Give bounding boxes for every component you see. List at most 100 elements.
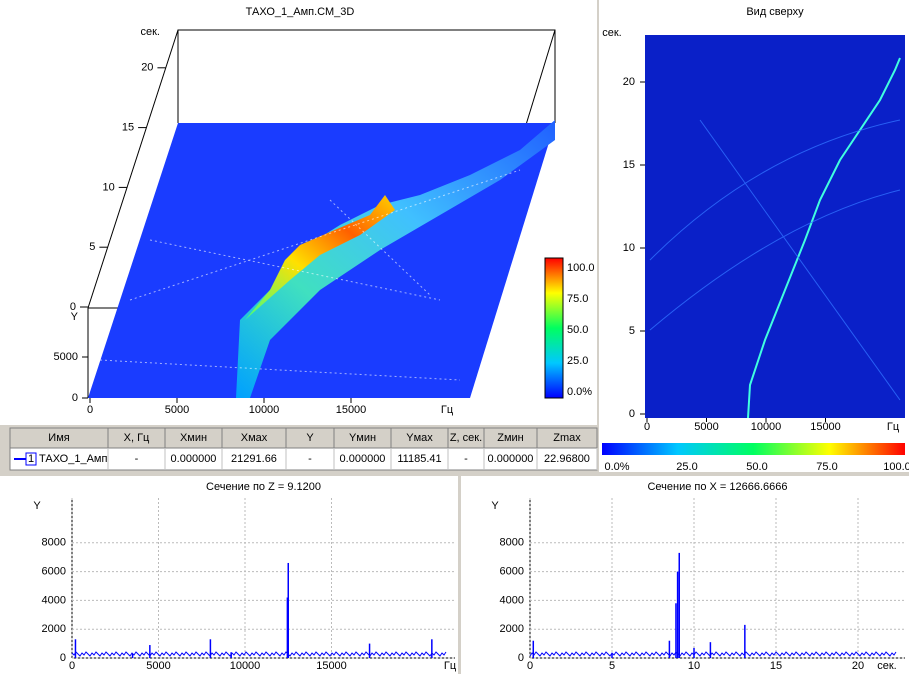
label: ТАХО_1_Амп.СМ_3D [246,6,355,18]
y-tick-label: 15 [623,159,635,171]
y-tick-label: 5 [629,325,635,337]
panel-sz [0,476,458,674]
x-tick-label: 5000 [146,660,170,672]
y-tick-label: 6000 [500,566,524,578]
order-line [747,57,901,419]
header: Y [306,432,314,444]
label: Сечение по X = 12666.6666 [647,481,787,493]
label: Гц [441,404,454,416]
y-tick-label: 8000 [42,537,66,549]
noise-floor [529,651,897,657]
label: Y [33,500,41,512]
minor-lines [649,119,901,401]
cell: ТАХО_1_Амп [39,453,107,465]
x-tick-label: 10000 [230,660,261,672]
panel-sx [461,476,909,674]
header: Zmax [553,432,581,444]
y-tick-label: 0 [60,652,66,664]
x-tick-label: 0 [527,660,533,672]
colorbar-label: 25.0 [567,355,588,367]
y-tick-label: 0 [518,652,524,664]
header: Имя [48,432,69,444]
x-tick-label: 5 [609,660,615,672]
x-tick-label: 15000 [336,404,367,416]
x-tick-label: 15000 [316,660,347,672]
z-tick-label: 10 [102,181,114,193]
x-tick-label: 15 [770,660,782,672]
z-tick-label: 5 [89,241,95,253]
y-tick-label: 4000 [42,594,66,606]
table: Имя X, Гц Xмин Xмах Y Yмин Yмах Z, сек. Zмин Zmax… [9,427,598,471]
colorbar-label: 75.0 [816,461,837,473]
header: Xмин [180,432,207,444]
x-tick-label: 5000 [694,421,718,433]
x-tick-label: 10000 [249,404,280,416]
colorbar-label: 50.0 [567,324,588,336]
noise-floor [71,651,447,657]
header: Xмах [241,432,268,444]
header-cell [536,427,598,449]
colorbar-label: 100.0 [883,461,909,473]
colorbar-h [602,443,905,455]
label: сек. [602,27,622,39]
label: Вид сверху [746,6,804,18]
cell: 0.000000 [488,453,534,465]
label: Y [491,500,499,512]
y-tick-label: 2000 [500,623,524,635]
colorbar-label: 50.0 [746,461,767,473]
label: Y [71,311,79,323]
x-tick-label: 10 [688,660,700,672]
label: сек. [141,26,161,38]
y-tick-label: 0 [629,408,635,420]
legend-box [25,452,37,466]
label: Гц [444,660,457,672]
x-tick-label: 0 [644,421,650,433]
label: Гц [887,421,900,433]
row-number: 1 [28,453,34,465]
colorbar-label: 0.0% [567,386,592,398]
z-tick-label: 20 [141,62,153,74]
ridges-minor [99,169,521,381]
y-tick-label: 5000 [54,351,78,363]
x-tick-label: 0 [87,404,93,416]
cell: - [464,453,468,465]
y-tick-label: 8000 [500,537,524,549]
colorbar-label: 25.0 [676,461,697,473]
hot-zone [245,195,395,320]
header: Zмин [497,432,524,444]
z-tick-label: 15 [122,122,134,134]
y-tick-label: 20 [623,76,635,88]
ridge [236,120,555,398]
cell: 22.96800 [544,453,590,465]
x-tick-label: 5000 [165,404,189,416]
cell: - [135,453,139,465]
cell: 0.000000 [340,453,386,465]
header: Yмин [349,432,376,444]
label: сек. [877,660,897,672]
z-tick-label: 0 [70,301,76,313]
header: X, Гц [124,432,150,444]
header: Z, сек. [450,432,482,444]
y-tick-label: 0 [72,392,78,404]
y-tick-label: 4000 [500,594,524,606]
spectrogram [645,35,905,418]
header: Yмах [406,432,433,444]
x-tick-label: 0 [69,660,75,672]
cell: - [308,453,312,465]
colorbar-label: 75.0 [567,293,588,305]
x-tick-label: 10000 [751,421,782,433]
x-tick-label: 15000 [810,421,841,433]
y-tick-label: 6000 [42,566,66,578]
y-tick-label: 2000 [42,623,66,635]
cell: 0.000000 [171,453,217,465]
colorbar-label: 0.0% [604,461,629,473]
label: Сечение по Z = 9.1200 [206,481,321,493]
cell: 11185.41 [397,453,441,465]
colorbar [544,257,564,399]
cell: 21291.66 [231,453,277,465]
y-tick-label: 10 [623,242,635,254]
colorbar-label: 100.0 [567,262,595,274]
x-tick-label: 20 [852,660,864,672]
